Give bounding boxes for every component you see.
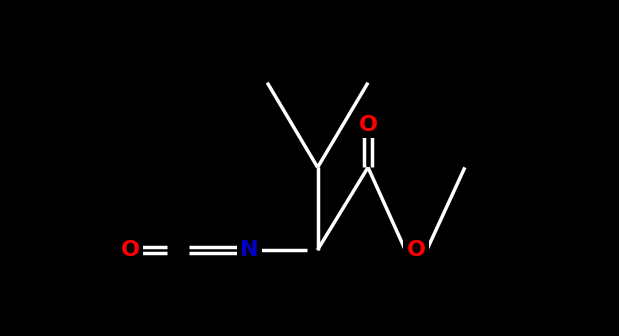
Text: O: O — [407, 240, 425, 260]
Text: O: O — [358, 115, 378, 135]
Text: N: N — [240, 240, 259, 260]
Text: O: O — [121, 240, 139, 260]
